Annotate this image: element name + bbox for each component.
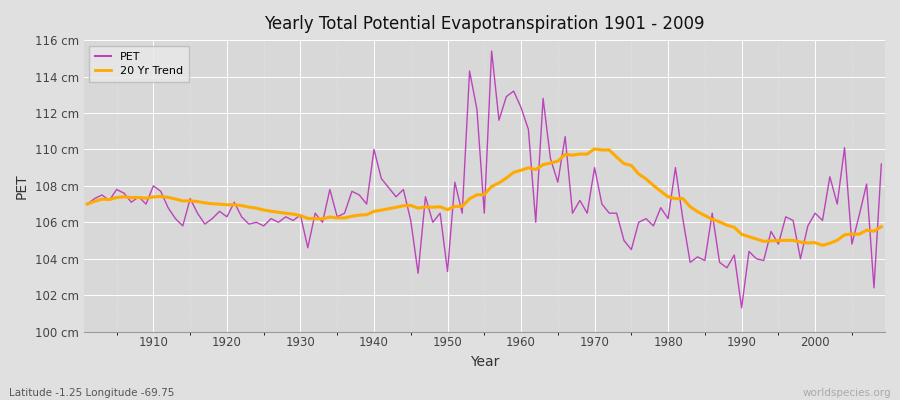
Legend: PET, 20 Yr Trend: PET, 20 Yr Trend [89, 46, 189, 82]
Y-axis label: PET: PET [15, 173, 29, 199]
Text: Latitude -1.25 Longitude -69.75: Latitude -1.25 Longitude -69.75 [9, 388, 175, 398]
Title: Yearly Total Potential Evapotranspiration 1901 - 2009: Yearly Total Potential Evapotranspiratio… [264, 15, 705, 33]
X-axis label: Year: Year [470, 355, 499, 369]
Text: worldspecies.org: worldspecies.org [803, 388, 891, 398]
